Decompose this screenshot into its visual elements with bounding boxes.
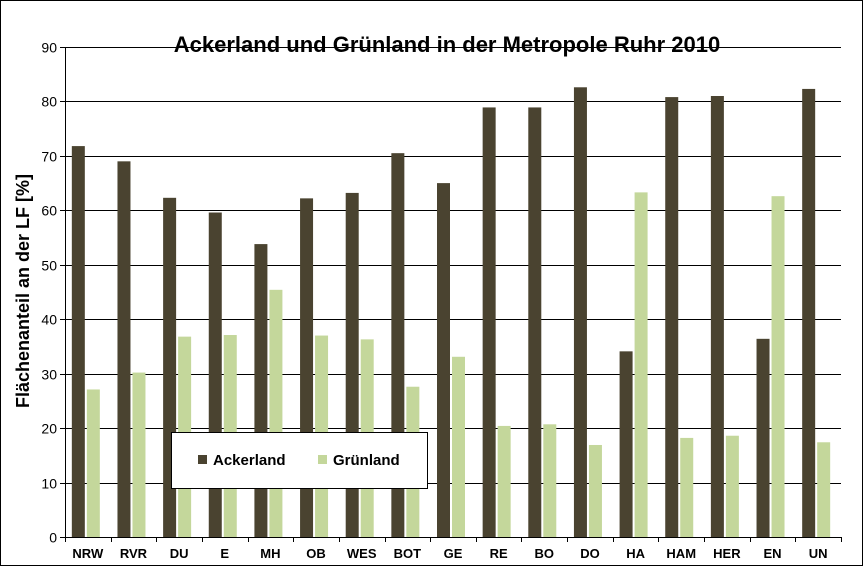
bar-gruenland	[269, 289, 283, 537]
bar-gruenland	[680, 437, 694, 537]
legend-swatch	[318, 455, 327, 464]
x-tick-label: RE	[490, 546, 508, 561]
x-tick-label: BOT	[394, 546, 422, 561]
y-tick-label: 30	[41, 367, 57, 383]
x-tick-label: DO	[580, 546, 600, 561]
x-tick-label: WES	[347, 546, 377, 561]
y-tick-label: 80	[41, 94, 57, 110]
y-axis-ticks: 0 10 20 30 40 50 60 70 80 90	[41, 40, 65, 546]
x-axis-ticks: NRW RVR DU E MH OB WES BOT GE RE BO DO HA HAM HER EN UN	[65, 537, 842, 561]
bar-gruenland	[588, 444, 602, 537]
y-axis-label: Flächenanteil an der LF [%]	[13, 174, 33, 408]
bar-ackerland	[619, 351, 633, 537]
gridlines	[65, 47, 841, 484]
x-tick-label: DU	[170, 546, 189, 561]
y-tick-label: 90	[41, 40, 57, 56]
legend-label: Grünland	[333, 452, 400, 469]
bar-gruenland	[817, 442, 831, 537]
x-tick-label: UN	[809, 546, 828, 561]
bar-ackerland	[528, 107, 542, 537]
bar-ackerland	[710, 96, 724, 537]
bar-ackerland	[254, 244, 268, 538]
legend: Ackerland Grünland	[171, 432, 428, 489]
bar-ackerland	[117, 161, 131, 538]
bar-ackerland	[665, 97, 679, 537]
bar-gruenland	[634, 192, 648, 537]
legend-label: Ackerland	[213, 452, 286, 469]
chart-title: Ackerland und Grünland in der Metropole …	[174, 32, 720, 57]
x-tick-label: E	[220, 546, 229, 561]
bar-ackerland	[71, 146, 85, 538]
y-tick-label: 40	[41, 312, 57, 328]
y-tick-label: 50	[41, 258, 57, 274]
bar-gruenland	[543, 424, 557, 537]
bar-ackerland	[802, 88, 816, 537]
bar-gruenland	[497, 425, 511, 537]
x-tick-label: NRW	[72, 546, 104, 561]
legend-swatch	[198, 455, 207, 464]
y-tick-label: 20	[41, 421, 57, 437]
bar-gruenland	[725, 435, 739, 537]
bar-ackerland	[756, 338, 770, 537]
x-tick-label: EN	[763, 546, 781, 561]
legend-box	[171, 432, 428, 489]
y-tick-label: 10	[41, 476, 57, 492]
x-tick-label: MH	[260, 546, 280, 561]
x-tick-label: GE	[444, 546, 463, 561]
x-tick-label: OB	[306, 546, 326, 561]
y-tick-label: 70	[41, 149, 57, 165]
x-tick-label: HAM	[666, 546, 696, 561]
y-tick-label: 0	[49, 530, 57, 546]
axes	[65, 47, 841, 538]
bar-gruenland	[452, 356, 465, 537]
bar-gruenland	[771, 196, 785, 537]
x-tick-label: HER	[713, 546, 741, 561]
x-tick-label: BO	[535, 546, 555, 561]
x-tick-label: RVR	[120, 546, 148, 561]
bar-gruenland	[132, 372, 146, 537]
bar-ackerland	[437, 183, 450, 537]
bar-ackerland	[482, 107, 496, 537]
x-tick-label: HA	[626, 546, 645, 561]
bar-gruenland	[86, 389, 100, 537]
y-tick-label: 60	[41, 203, 57, 219]
bar-ackerland	[573, 87, 587, 538]
